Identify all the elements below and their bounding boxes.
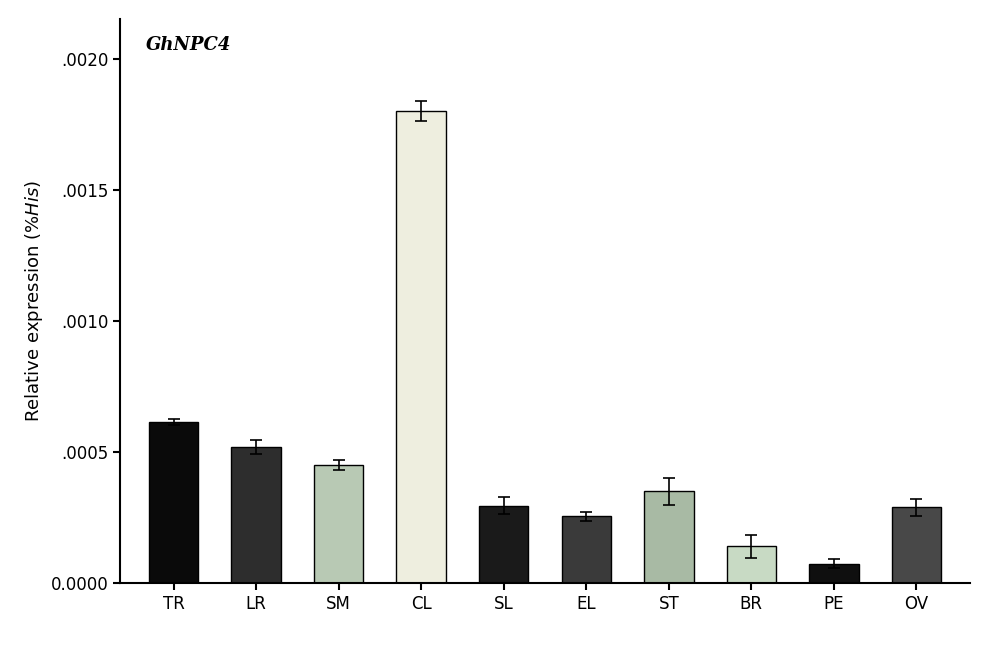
Bar [644, 491, 694, 583]
Y-axis label: Relative expression ($\mathit{\%His}$): Relative expression ($\mathit{\%His}$) [23, 180, 45, 422]
Bar [892, 507, 941, 583]
Bar [562, 516, 611, 583]
Bar [479, 506, 528, 583]
Bar [396, 111, 446, 583]
Bar [727, 546, 776, 583]
Bar [314, 465, 363, 583]
Bar [809, 564, 859, 583]
Bar [231, 447, 281, 583]
Text: GhNPC4: GhNPC4 [146, 36, 231, 54]
Bar [149, 422, 198, 583]
